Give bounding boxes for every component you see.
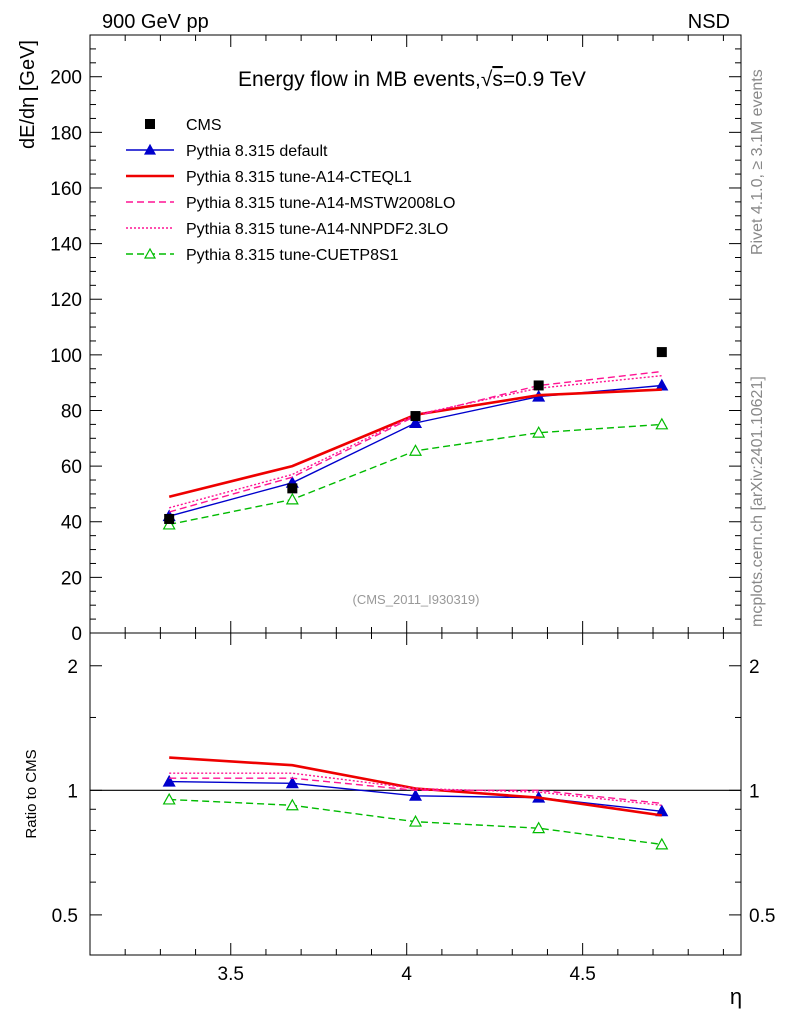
main-series-line-1 [168, 388, 662, 498]
main-series-4-marker-1 [285, 492, 299, 505]
ratio-y-tick-label-right-0: 0.5 [749, 906, 775, 927]
main-y-tick-label-6: 120 [50, 290, 82, 311]
main-y-tick-label-3: 60 [61, 457, 82, 478]
x-axis-label: η [730, 984, 742, 1009]
main-series-line-3 [169, 375, 662, 509]
ratio-series-line-1 [169, 756, 662, 817]
header-left-label: 900 GeV pp [102, 11, 209, 33]
legend: CMS Pythia 8.315 default Pythia 8.315 tune… [126, 117, 455, 264]
main-y-tick-label-7: 140 [50, 235, 82, 256]
legend-label-1: Pythia 8.315 tune-A14-CTEQL1 [186, 169, 412, 186]
legend-label-4: Pythia 8.315 tune-CUETP8S1 [186, 247, 399, 264]
ratio-series-4-marker-3 [532, 821, 546, 834]
main-series-4-marker-3 [532, 426, 546, 438]
ratio-series-4-marker-1 [285, 798, 299, 811]
main-y-tick-label-0: 0 [71, 624, 82, 645]
main-series-0-marker-4 [655, 378, 669, 391]
ratio-panel-frame [89, 632, 742, 956]
ratio-series-4-marker-4 [655, 837, 669, 850]
rivet-version-label: Rivet 4.1.0, ≥ 3.1M events [749, 69, 766, 255]
ratio-y-axis: 0.5 0.5 1 1 2 2 [52, 657, 775, 956]
main-x-axis-ticks [89, 35, 724, 633]
main-series-4-marker-0 [162, 517, 176, 530]
ratio-y-tick-label-left-1: 1 [67, 781, 78, 802]
legend-label-2: Pythia 8.315 tune-A14-MSTW2008LO [186, 195, 455, 212]
x-tick-label-0: 3.5 [218, 964, 244, 985]
main-y-tick-label-9: 180 [50, 123, 82, 144]
legend-label-0: Pythia 8.315 default [186, 143, 328, 160]
cms-data-point-4 [656, 347, 667, 358]
ratio-series-0-marker-4 [655, 804, 669, 817]
legend-cms-marker [145, 119, 155, 129]
cms-data-point-0 [164, 513, 175, 524]
main-y-axis: 0 20 40 60 80 100 120 140 160 180 200 [50, 34, 741, 645]
main-y-tick-label-5: 100 [50, 346, 82, 367]
main-series-4-marker-4 [655, 417, 669, 430]
legend-marker-0 [143, 143, 157, 155]
mcplots-reference-label: mcplots.cern.ch [arXiv:2401.10621] [749, 376, 766, 627]
main-y-axis-label: dE/dη [GeV] [17, 40, 39, 149]
ratio-y-tick-label-right-2: 2 [749, 657, 760, 678]
ratio-y-tick-label-left-0: 0.5 [52, 906, 78, 927]
ratio-y-tick-label-right-1: 1 [749, 781, 760, 802]
main-chart-title: Energy flow in MB events,√s=0.9 TeV [238, 68, 586, 91]
legend-marker-4 [143, 247, 157, 259]
cms-data-point-3 [533, 380, 544, 391]
main-y-tick-label-10: 200 [50, 68, 82, 89]
analysis-tag: (CMS_2011_I930319) [353, 592, 480, 607]
main-series-layer [162, 370, 669, 530]
main-y-tick-label-8: 160 [50, 179, 82, 200]
cms-data-point-1 [287, 483, 298, 494]
ratio-series-layer [162, 756, 669, 850]
x-tick-label-2: 4.5 [569, 964, 595, 985]
cms-data-layer [164, 347, 667, 524]
ratio-series-0-marker-0 [162, 774, 176, 787]
title-sqrt: √ [481, 68, 493, 91]
ratio-series-line-2 [169, 777, 662, 805]
ratio-series-4-marker-2 [408, 814, 423, 827]
ratio-y-axis-label: Ratio to CMS [23, 749, 40, 838]
main-series-line-4 [169, 423, 662, 526]
legend-label-3: Pythia 8.315 tune-A14-NNPDF2.3LO [186, 221, 448, 238]
ratio-panel: 0.5 0.5 1 1 2 2 3.5 4 4.5 Ratio to CMS η [23, 632, 775, 1009]
x-tick-label-1: 4 [401, 964, 412, 985]
ratio-series-0-marker-2 [408, 789, 423, 801]
main-y-tick-label-4: 80 [61, 401, 82, 422]
cms-data-point-2 [410, 411, 421, 422]
ratio-series-4-marker-0 [162, 792, 176, 805]
ratio-x-axis: 3.5 4 4.5 [89, 633, 724, 985]
ratio-y-tick-label-left-2: 2 [67, 657, 78, 678]
title-s: s [492, 68, 503, 91]
ratio-series-0-marker-1 [285, 776, 299, 789]
title-prefix: Energy flow in MB events, [238, 68, 481, 91]
main-series-4-marker-2 [408, 444, 423, 456]
legend-cms-label: CMS [186, 117, 222, 134]
title-suffix: =0.9 TeV [503, 68, 586, 91]
main-series-0-marker-2 [408, 416, 423, 429]
main-y-tick-label-2: 40 [61, 513, 82, 534]
header-right-label: NSD [688, 11, 730, 33]
main-y-tick-label-1: 20 [61, 568, 82, 589]
